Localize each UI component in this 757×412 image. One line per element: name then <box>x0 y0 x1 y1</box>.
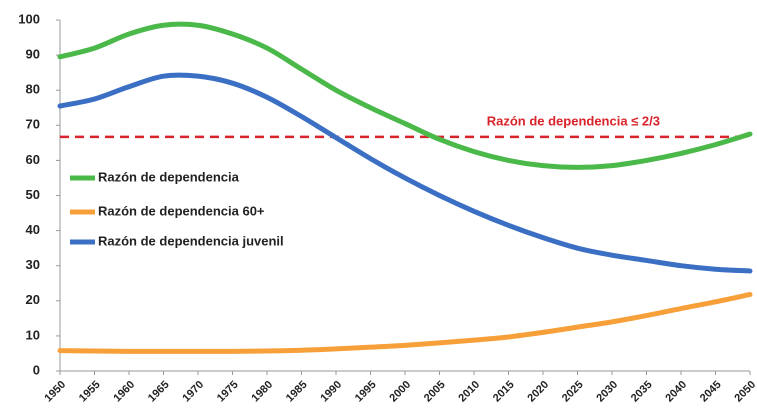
series-line <box>57 72 753 274</box>
x-tick-label: 1980 <box>249 379 275 405</box>
x-tick-label: 1950 <box>42 379 68 405</box>
y-tick-label: 10 <box>26 327 40 342</box>
y-tick-label: 0 <box>33 362 40 377</box>
legend-label: Razón de dependencia juvenil <box>98 233 284 248</box>
x-tick-label: 1955 <box>77 379 103 405</box>
reference-label: Razón de dependencia ≤ 2/3 <box>487 113 660 128</box>
y-tick-label: 100 <box>18 11 40 26</box>
x-tick-label: 2010 <box>456 379 482 405</box>
x-tick-label: 2000 <box>387 379 413 405</box>
series-line <box>57 21 753 170</box>
y-tick-label: 80 <box>26 82 40 97</box>
y-tick-label: 30 <box>26 257 40 272</box>
x-tick-label: 2050 <box>732 379 757 405</box>
x-tick-label: 2035 <box>629 379 655 405</box>
x-tick-label: 2040 <box>663 379 689 405</box>
x-tick-label: 1985 <box>284 379 310 405</box>
x-tick-label: 1975 <box>215 379 241 405</box>
x-tick-label: 2045 <box>698 379 724 405</box>
y-tick-label: 90 <box>26 47 40 62</box>
y-tick-label: 20 <box>26 292 40 307</box>
legend-label: Razón de dependencia <box>98 169 240 184</box>
series-line <box>57 291 753 354</box>
x-tick-label: 1970 <box>180 379 206 405</box>
x-tick-label: 1965 <box>146 379 172 405</box>
x-tick-label: 2005 <box>422 379 448 405</box>
x-tick-label: 1990 <box>318 379 344 405</box>
x-tick-label: 1960 <box>111 379 137 405</box>
y-tick-label: 40 <box>26 222 40 237</box>
y-tick-label: 60 <box>26 152 40 167</box>
legend-label: Razón de dependencia 60+ <box>98 203 265 218</box>
x-tick-label: 2015 <box>491 379 517 405</box>
x-tick-label: 1995 <box>353 379 379 405</box>
x-tick-label: 2030 <box>594 379 620 405</box>
y-tick-label: 50 <box>26 187 40 202</box>
x-tick-label: 2020 <box>525 379 551 405</box>
x-tick-label: 2025 <box>560 379 586 405</box>
y-tick-label: 70 <box>26 117 40 132</box>
